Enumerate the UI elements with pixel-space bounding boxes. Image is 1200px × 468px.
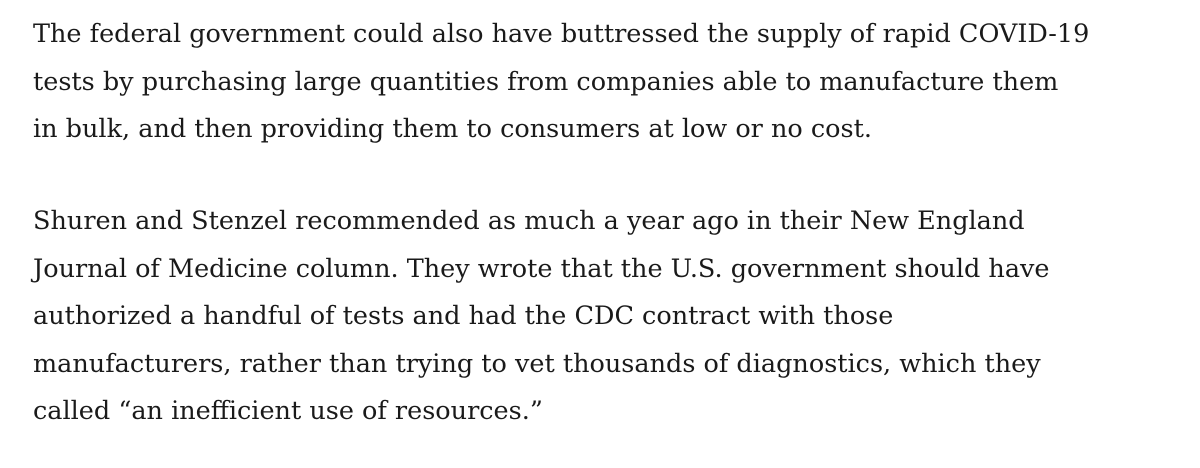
- text-line: manufacturers, rather than trying to vet…: [33, 348, 1041, 379]
- text-line: The federal government could also have b…: [33, 19, 1090, 49]
- text-line: tests by purchasing large quantities fro…: [33, 66, 1059, 97]
- text-line: in bulk, and then providing them to cons…: [33, 114, 872, 144]
- text-line: Shuren and Stenzel recommended as much a…: [33, 206, 1025, 236]
- paragraph: Shuren and Stenzel recommended as much a…: [33, 198, 1050, 436]
- text-line: called “an inefficient use of resources.…: [33, 396, 543, 426]
- paragraph: The federal government could also have b…: [33, 11, 1089, 154]
- text-line: authorized a handful of tests and had th…: [33, 301, 894, 331]
- text-line: Journal of Medicine column. They wrote t…: [33, 253, 1050, 284]
